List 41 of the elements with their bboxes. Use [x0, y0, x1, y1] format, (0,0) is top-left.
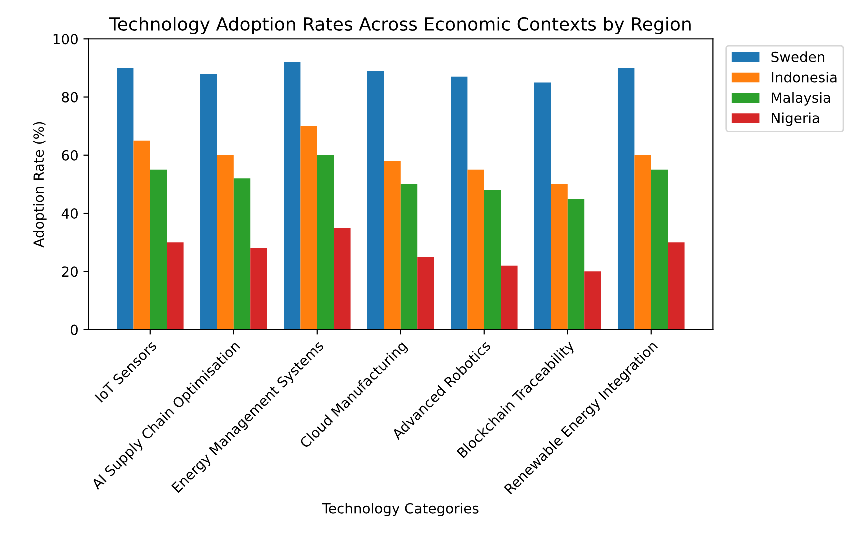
bar	[250, 248, 268, 330]
bar	[150, 170, 168, 330]
bar	[468, 170, 484, 330]
bar	[334, 228, 351, 330]
y-tick-label: 0	[70, 324, 78, 336]
bar	[668, 242, 685, 330]
bar	[117, 68, 134, 330]
bar	[284, 62, 301, 330]
bar	[568, 199, 585, 330]
bar	[317, 155, 334, 330]
bar	[400, 184, 418, 330]
bar	[634, 155, 652, 330]
y-axis-title: Adoption Rate (%)	[33, 122, 47, 248]
bar	[418, 257, 434, 330]
bar	[134, 140, 150, 330]
bar	[551, 184, 568, 330]
bar	[484, 190, 502, 330]
bar	[368, 71, 384, 330]
y-tick-label: 60	[62, 150, 78, 161]
legend-label: Sweden	[772, 52, 825, 62]
bar	[384, 161, 401, 330]
legend-label: Nigeria	[772, 112, 820, 126]
bar	[584, 272, 602, 330]
bar	[618, 68, 635, 330]
bar	[217, 155, 234, 330]
bar	[451, 76, 468, 330]
y-tick-label: 40	[62, 208, 78, 220]
bar	[234, 178, 251, 330]
y-tick-label: 100	[54, 34, 78, 45]
chart-title: Technology Adoption Rates Across Economic Contexts by Region	[109, 17, 691, 35]
bar	[167, 242, 184, 330]
legend-label: Indonesia	[772, 72, 837, 83]
legend-label: Malaysia	[772, 92, 830, 106]
bar	[501, 266, 518, 330]
y-tick-label: 80	[62, 92, 78, 103]
bar	[534, 82, 552, 330]
y-tick-label: 20	[62, 266, 78, 278]
bar	[200, 74, 218, 330]
bar	[300, 126, 318, 330]
bar	[651, 170, 668, 330]
x-axis-title: Technology Categories	[322, 503, 479, 517]
